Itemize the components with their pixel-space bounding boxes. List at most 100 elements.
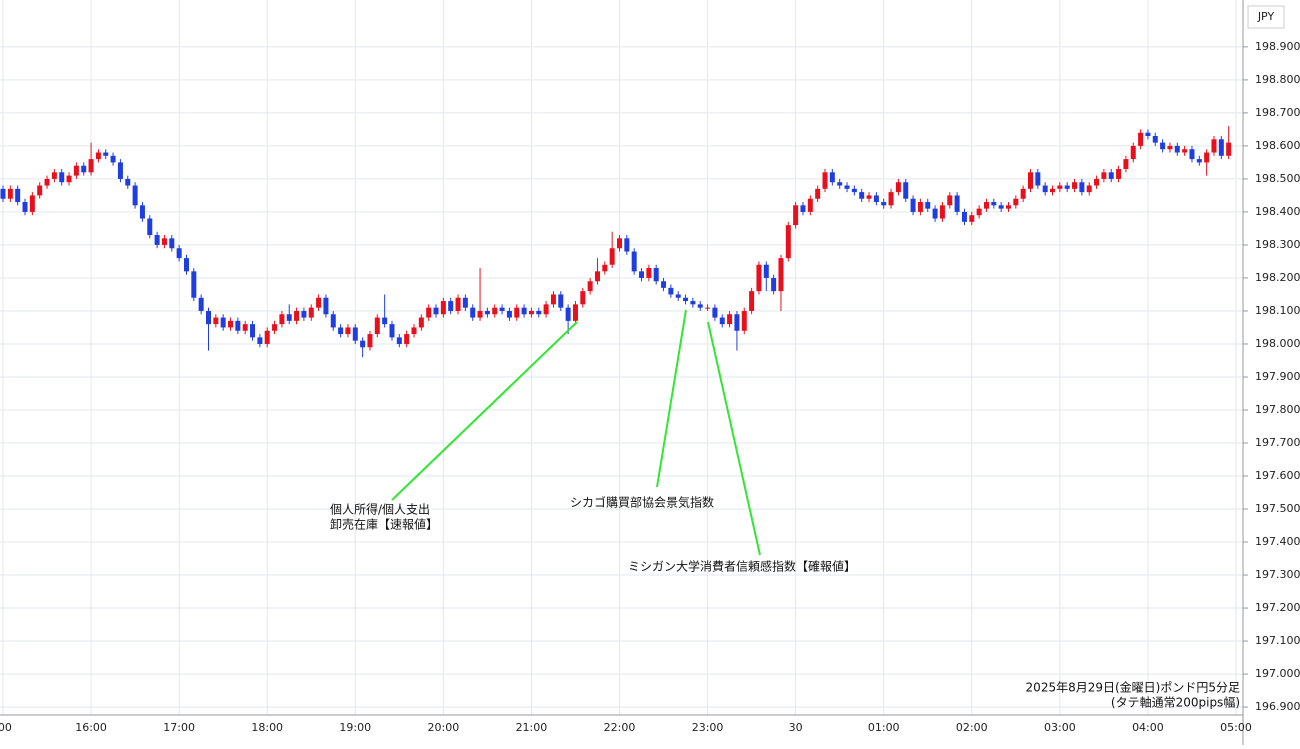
candle-body [279, 314, 285, 325]
candle-body [81, 165, 87, 173]
candle-body [727, 314, 733, 325]
candle-body [998, 205, 1004, 209]
annotation: シカゴ購買部協会景気指数 [570, 495, 714, 510]
annotation-leader [391, 321, 578, 501]
candle-body [169, 238, 175, 249]
annotation-leader [707, 321, 761, 556]
candle-body [594, 271, 600, 282]
candle-body [917, 202, 923, 212]
candle-body [470, 307, 476, 318]
candle-body [881, 202, 887, 206]
candle-body [1020, 188, 1026, 199]
candle-body [1218, 139, 1224, 156]
candle-body [396, 337, 402, 344]
candle-body [602, 264, 608, 272]
x-tick-label: 16:00 [75, 721, 107, 734]
y-tick-label: 198.800 [1255, 73, 1300, 86]
x-tick-label: 22:00 [604, 721, 636, 734]
chart-subtitle: (タテ軸通常200pips幅) [1111, 695, 1240, 710]
candle-body [1123, 159, 1129, 170]
candle-body [690, 301, 696, 305]
candle-body [228, 320, 234, 328]
candle-body [1101, 172, 1107, 179]
x-tick-label: 17:00 [163, 721, 195, 734]
candle-body [991, 202, 997, 206]
candle-body [910, 198, 916, 212]
y-tick-label: 197.200 [1255, 601, 1300, 614]
y-tick-label: 198.900 [1255, 40, 1300, 53]
candle-body [969, 215, 975, 222]
candle-body [1094, 178, 1100, 186]
candle-body [183, 258, 189, 272]
candle-body [161, 238, 167, 245]
y-tick-label: 198.400 [1255, 205, 1300, 218]
candle-body [44, 178, 50, 186]
x-tick-label: :00 [0, 721, 12, 734]
y-tick-label: 197.800 [1255, 403, 1300, 416]
candle-body [1145, 132, 1151, 137]
candle-body [242, 324, 248, 331]
candle-body [536, 310, 542, 315]
candle-body [316, 297, 322, 308]
candle-body [1196, 159, 1202, 163]
candle-body [1072, 182, 1078, 189]
candle-body [125, 178, 131, 186]
x-tick-label: 23:00 [692, 721, 724, 734]
candle-body [587, 281, 593, 292]
y-tick-label: 197.700 [1255, 436, 1300, 449]
candle-body [983, 202, 989, 209]
candle-body [455, 297, 461, 311]
candle-body [558, 294, 564, 308]
candle-body [37, 185, 43, 196]
candle-body [154, 235, 160, 245]
candle-body [873, 195, 879, 203]
candle-body [961, 211, 967, 222]
candle-body [1152, 136, 1158, 143]
candle-body [1160, 142, 1166, 150]
candle-body [250, 324, 256, 338]
y-tick-label: 198.100 [1255, 304, 1300, 317]
candle-body [822, 172, 828, 189]
x-tick-label: 04:00 [1132, 721, 1164, 734]
candle-body [7, 188, 13, 199]
candle-body [668, 287, 674, 295]
candle-body [1189, 149, 1195, 160]
candle-body [756, 264, 762, 292]
grid-layer [0, 0, 1243, 715]
annotation: ミシガン大学消費者信頼感指数【確報値】 [628, 559, 856, 574]
annotation: 個人所得/個人支出 [330, 502, 430, 517]
candle-body [1042, 185, 1048, 193]
candle-body [514, 307, 520, 318]
candle-body [844, 185, 850, 189]
candle-body [117, 162, 123, 179]
x-tick-label: 03:00 [1044, 721, 1076, 734]
y-tick-label: 197.500 [1255, 502, 1300, 515]
candle-body [763, 264, 769, 278]
candle-body [785, 225, 791, 259]
candle-body [778, 258, 784, 292]
x-tick-label: 19:00 [339, 721, 371, 734]
candle-body [521, 307, 527, 315]
candle-body [1204, 152, 1210, 163]
candle-body [484, 310, 490, 315]
candle-body [800, 205, 806, 212]
candle-body [550, 294, 556, 305]
candle-body [213, 317, 219, 325]
candle-body [1167, 145, 1173, 150]
candle-body [1079, 182, 1085, 193]
y-tick-label: 198.500 [1255, 172, 1300, 185]
currency-box [1247, 5, 1285, 29]
candle-body [1116, 169, 1122, 179]
candle-body [220, 317, 226, 328]
x-tick-label: 05:00 [1220, 721, 1252, 734]
candle-body [807, 198, 813, 212]
candle-body [793, 205, 799, 226]
candle-body [330, 314, 336, 328]
candle-body [1086, 185, 1092, 193]
candle-body [499, 307, 505, 311]
candle-body [705, 307, 711, 309]
candle-body [1108, 172, 1114, 179]
candle-body [683, 297, 689, 302]
y-tick-label: 198.200 [1255, 271, 1300, 284]
